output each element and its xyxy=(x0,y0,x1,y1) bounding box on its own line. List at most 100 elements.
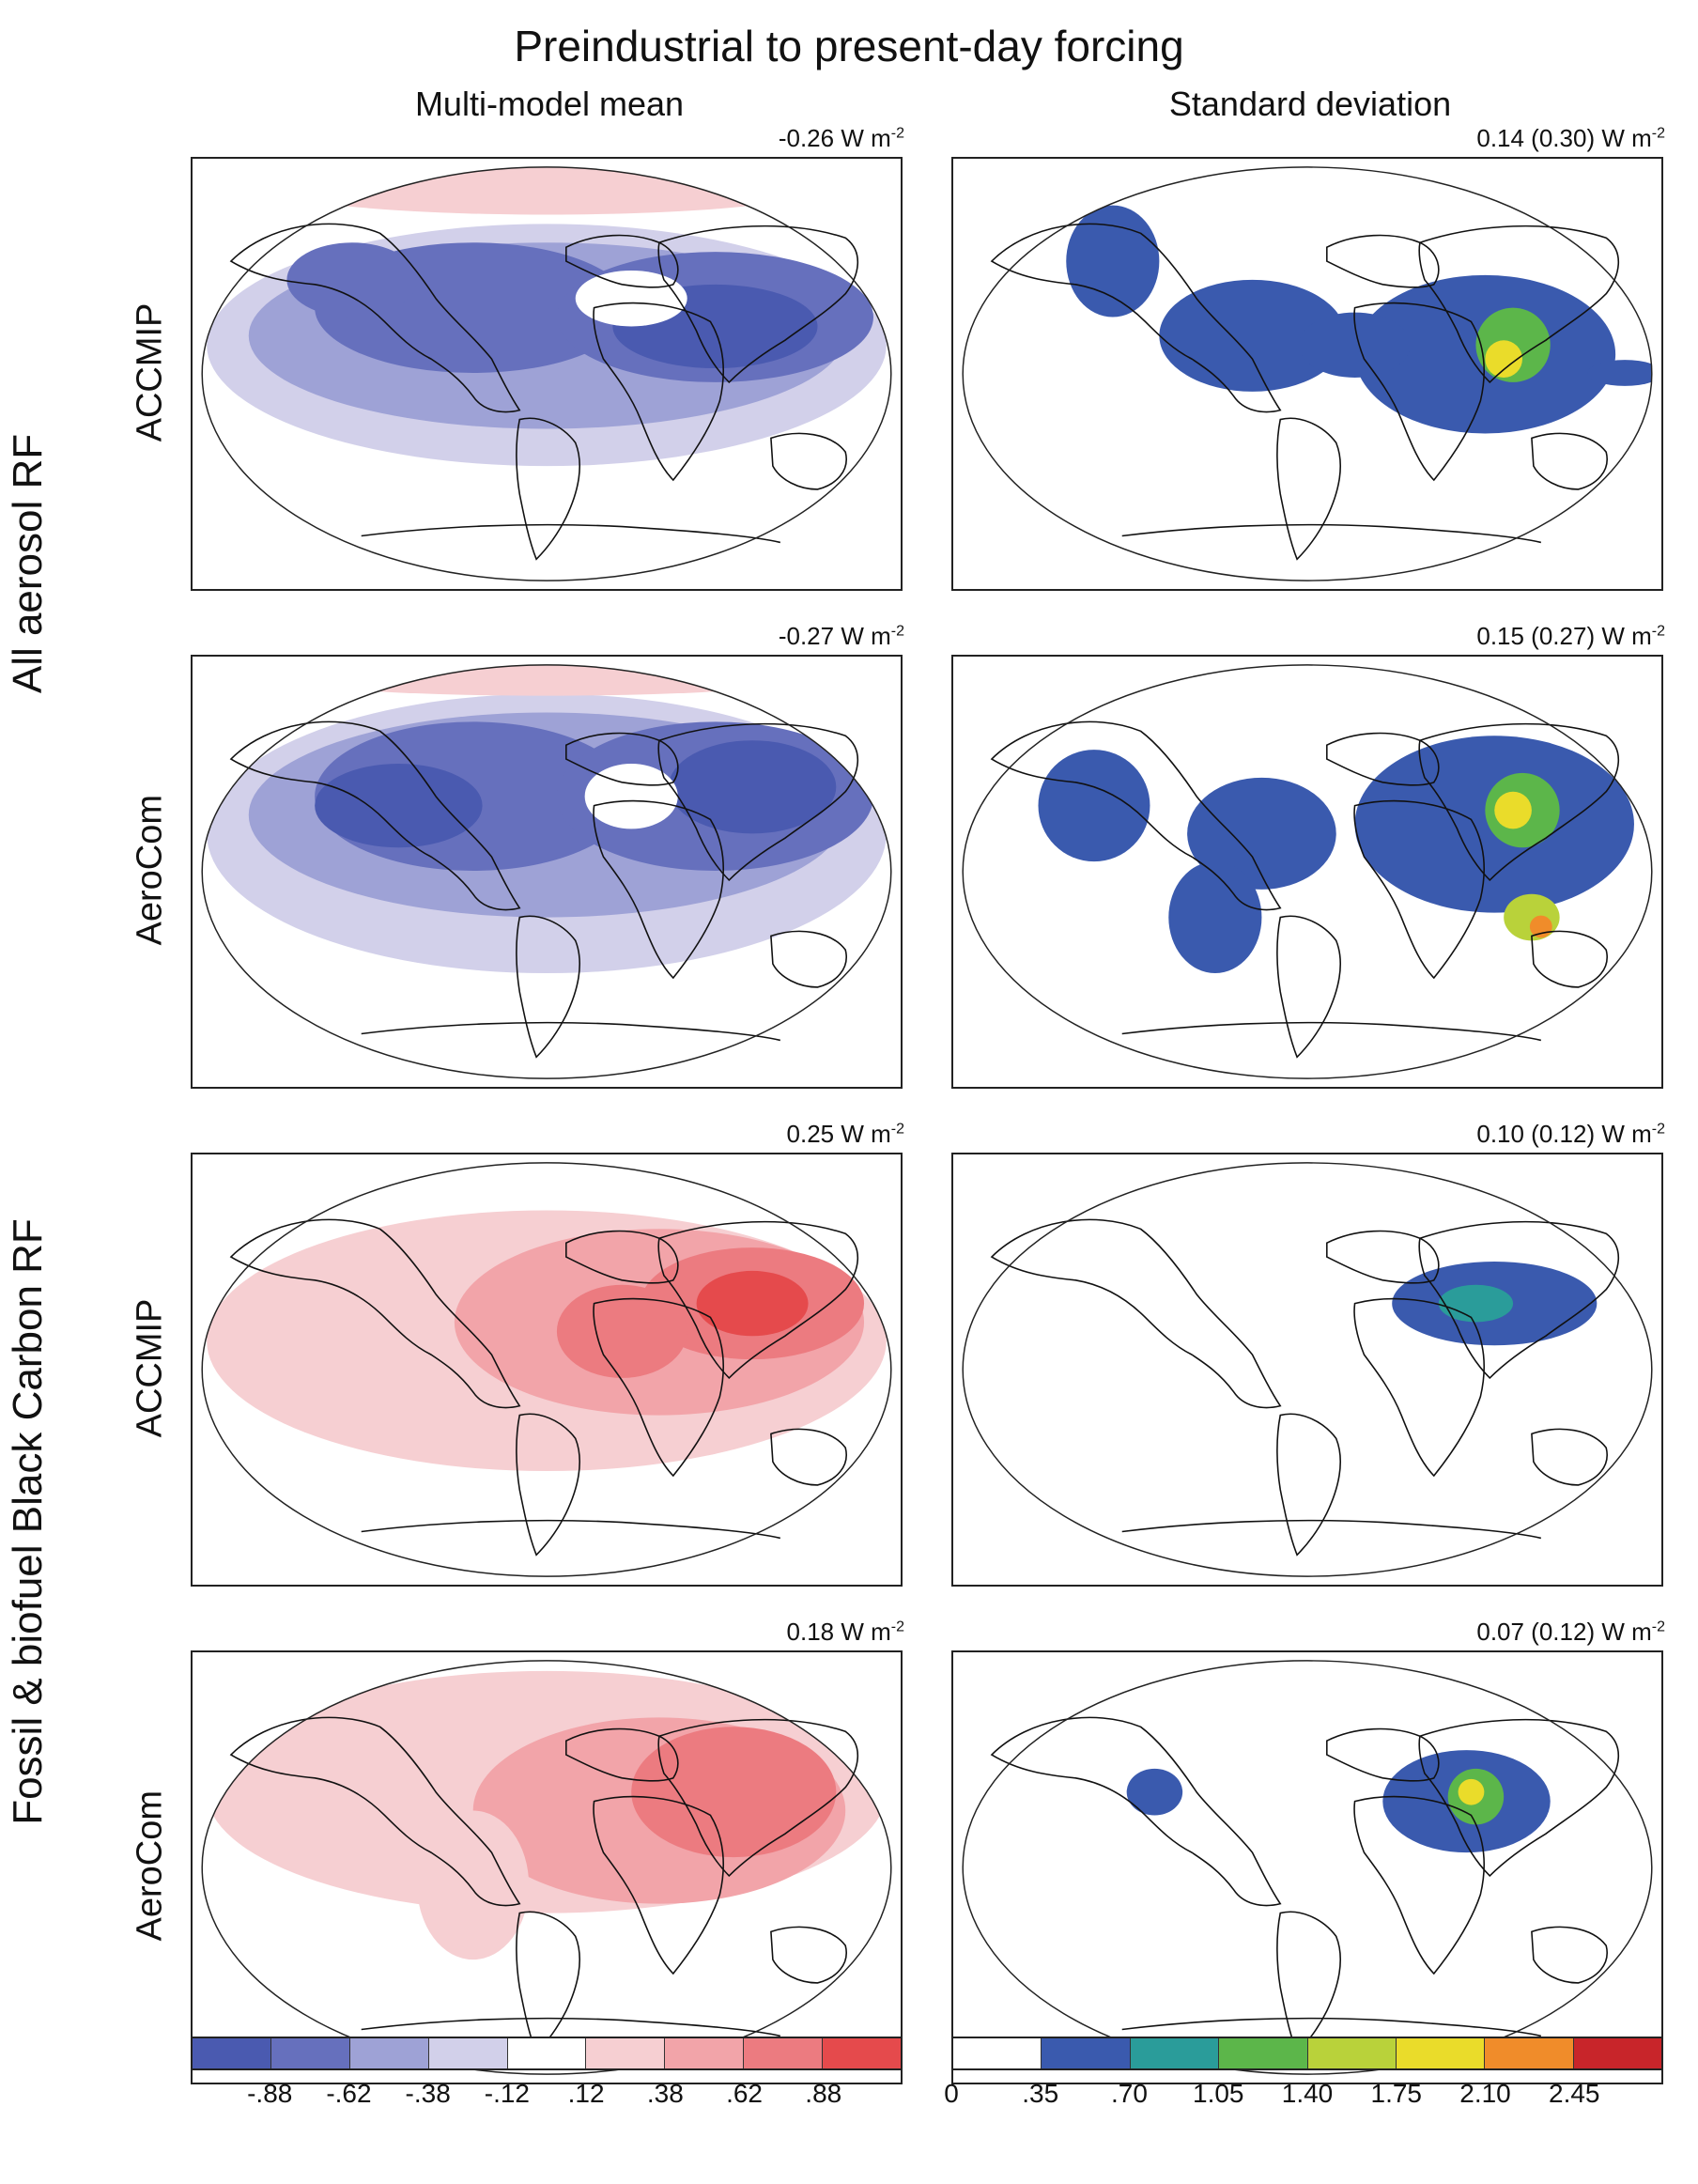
panel-value-text: 0.10 (0.12) W m xyxy=(1476,1120,1652,1148)
field-contour xyxy=(1066,205,1160,318)
coastline-segment xyxy=(1326,1230,1440,1284)
coastline-segment xyxy=(593,1297,724,1478)
world-map xyxy=(201,1660,892,2075)
coastline-segment xyxy=(1531,432,1608,490)
colorbar-tick-label: 2.10 xyxy=(1459,2079,1511,2108)
coastlines xyxy=(229,1716,859,2054)
globe-outline xyxy=(201,1162,892,1577)
panel-value-text: 0.15 (0.27) W m xyxy=(1476,622,1652,650)
globe-outline xyxy=(201,166,892,581)
coastline-segment xyxy=(990,223,1282,413)
coastline-segment xyxy=(565,732,679,786)
colorbar-swatch xyxy=(1573,2038,1661,2068)
coastline-segment xyxy=(770,432,847,490)
field-contour xyxy=(1485,340,1522,378)
forcing-field xyxy=(1126,1750,1551,1853)
field-contour xyxy=(696,1270,809,1337)
colorbar-tick-label: 2.45 xyxy=(1549,2079,1600,2108)
map-panel-bc-aerocom-mean xyxy=(191,1650,903,2084)
coastline-segment xyxy=(361,2017,781,2037)
forcing-field xyxy=(207,1210,887,1472)
globe-outline xyxy=(962,1660,1653,2075)
group-label-black-carbon: Fossil & biofuel Black Carbon RF xyxy=(5,1218,51,1825)
coastline-segment xyxy=(1418,1220,1620,1380)
coastline-segment xyxy=(361,1519,781,1540)
column-header-sd: Standard deviation xyxy=(1168,85,1452,123)
forcing-field xyxy=(207,166,887,467)
group-label-all-aerosol: All aerosol RF xyxy=(5,433,51,694)
colorbar-tick-label: 1.40 xyxy=(1281,2079,1334,2108)
field-contour xyxy=(556,1284,687,1378)
coastlines xyxy=(990,223,1620,561)
colorbar-mean xyxy=(191,2037,903,2070)
coastlines xyxy=(990,1218,1620,1557)
coastline-segment xyxy=(657,722,859,882)
coastline-segment xyxy=(1418,1718,1620,1878)
unit-exponent: -2 xyxy=(890,623,904,640)
world-map xyxy=(962,1162,1653,1577)
unit-exponent: -2 xyxy=(1651,1121,1665,1138)
coastline-segment xyxy=(516,417,581,561)
forcing-field xyxy=(1038,736,1634,974)
field-contour xyxy=(1504,893,1560,941)
colorbar-tick-label: -.88 xyxy=(247,2079,293,2108)
coastline-segment xyxy=(361,523,781,544)
colorbar-swatch xyxy=(1485,2038,1574,2068)
panel-value-text: -0.26 W m xyxy=(778,124,891,152)
globe-outline xyxy=(962,664,1653,1079)
field-contour xyxy=(668,740,837,834)
colorbar-swatch xyxy=(1219,2038,1308,2068)
coastline-segment xyxy=(1326,732,1440,786)
coastlines xyxy=(990,1716,1620,2054)
coastlines xyxy=(229,223,859,561)
colorbar-sd xyxy=(951,2037,1663,2070)
panel-global-value: 0.14 (0.30) W m-2 xyxy=(951,124,1665,153)
colorbar-tick-label: .12 xyxy=(567,2079,605,2108)
coastline-segment xyxy=(516,1911,581,2054)
coastlines xyxy=(990,720,1620,1059)
coastline-segment xyxy=(593,799,724,980)
colorbar-tick-label: .70 xyxy=(1111,2079,1148,2108)
coastline-segment xyxy=(565,1727,679,1782)
coastline-segment xyxy=(593,302,724,482)
coastline-segment xyxy=(770,1428,847,1486)
panel-value-text: 0.25 W m xyxy=(786,1120,891,1148)
field-contour xyxy=(584,764,678,829)
colorbar-swatch xyxy=(1307,2038,1397,2068)
field-contour xyxy=(1159,279,1346,392)
coastline-segment xyxy=(1121,1519,1542,1540)
panel-global-value: -0.26 W m-2 xyxy=(191,124,904,153)
world-map xyxy=(201,1162,892,1577)
coastline-segment xyxy=(361,1021,781,1042)
coastline-segment xyxy=(516,1413,581,1557)
map-panel-all-aerosol-accmip-mean xyxy=(191,157,903,591)
coastline-segment xyxy=(593,1795,724,1975)
world-map xyxy=(962,166,1653,581)
colorbar-swatch xyxy=(665,2038,745,2068)
colorbar-mean-ticks: -.88 -.62 -.38 -.12 .12 .38 .62 .88 xyxy=(191,2079,903,2116)
colorbar-swatch xyxy=(1396,2038,1486,2068)
column-header-mean: Multi-model mean xyxy=(414,85,685,123)
coastline-segment xyxy=(1276,915,1342,1059)
unit-exponent: -2 xyxy=(1651,125,1665,142)
map-panel-all-aerosol-accmip-sd xyxy=(951,157,1663,591)
colorbar-swatch xyxy=(270,2038,350,2068)
unit-exponent: -2 xyxy=(890,1121,904,1138)
globe-outline xyxy=(962,1162,1653,1577)
colorbar-swatch xyxy=(586,2038,666,2068)
row-label-2: ACCMIP xyxy=(130,1298,170,1438)
map-panel-bc-accmip-mean xyxy=(191,1153,903,1587)
colorbar-tick-label: .38 xyxy=(646,2079,684,2108)
unit-exponent: -2 xyxy=(1651,1619,1665,1635)
panel-global-value: 0.18 W m-2 xyxy=(191,1618,904,1647)
colorbar-swatch xyxy=(1130,2038,1220,2068)
colorbar-tick-label: 1.05 xyxy=(1193,2079,1244,2108)
coastline-segment xyxy=(1353,1795,1485,1975)
coastline-segment xyxy=(657,1220,859,1380)
world-map xyxy=(201,664,892,1079)
colorbar-tick-label: .35 xyxy=(1022,2079,1059,2108)
field-contour xyxy=(286,242,418,318)
coastline-segment xyxy=(1121,1021,1542,1042)
coastline-segment xyxy=(1276,1413,1342,1557)
coastline-segment xyxy=(565,1230,679,1284)
